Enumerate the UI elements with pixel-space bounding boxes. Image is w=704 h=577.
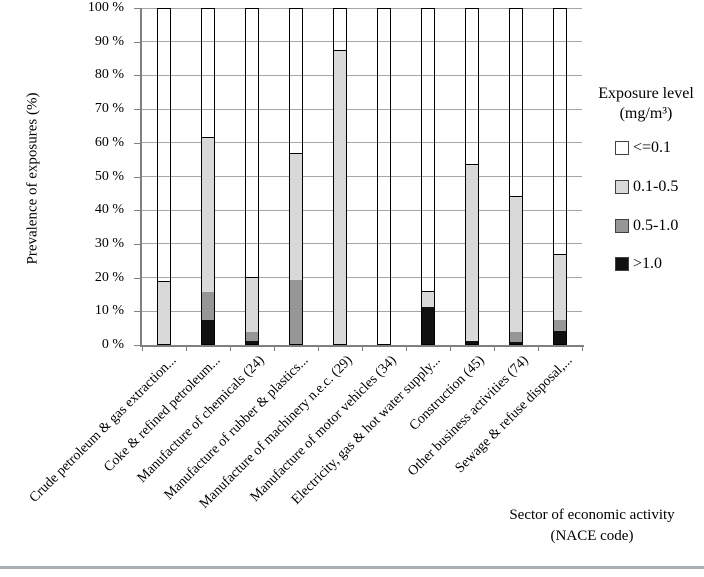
- plot-area: [142, 7, 582, 345]
- x-tickmark-4: [318, 347, 319, 351]
- bar-segment-0-1-0-5: [334, 49, 346, 344]
- legend-item-0-5-1-0: 0.5-1.0: [615, 218, 678, 234]
- y-tick-label-90: 90 %: [94, 33, 124, 49]
- bar-segment-0-1-0-5: [554, 253, 566, 321]
- bar-coke-refined-petroleum: [201, 8, 215, 345]
- y-tick-label-20: 20 %: [94, 269, 124, 285]
- y-tick-label-60: 60 %: [94, 134, 124, 150]
- x-axis-title-line1: Sector of economic activity: [509, 507, 675, 523]
- gridline-70pct: [142, 108, 582, 110]
- gridline-80pct: [142, 74, 582, 76]
- x-tickmark-2: [230, 347, 231, 351]
- x-tickmark-1: [186, 347, 187, 351]
- gridline-20pct: [142, 277, 582, 279]
- bar-segment-0-5-1-0: [554, 319, 566, 331]
- y-tickmark-80pct: [134, 75, 141, 77]
- gridline-10pct: [142, 310, 582, 312]
- y-tick-label-10: 10 %: [94, 303, 124, 319]
- y-tickmark-10pct: [134, 311, 141, 313]
- y-axis-title: Prevalence of exposures (%): [24, 92, 41, 265]
- y-tickmark-20pct: [134, 277, 141, 279]
- page-bottom-rule: [0, 566, 704, 569]
- bar-segment-0-1-0-5: [510, 196, 522, 333]
- x-tickmark-9: [538, 347, 539, 351]
- bar-segment-0-1-0-5: [202, 137, 214, 292]
- gridline-30pct: [142, 243, 582, 245]
- bar-segment-1-0: [422, 305, 434, 344]
- x-axis-title-line2: (NACE code): [550, 528, 634, 544]
- y-tickmark-70pct: [134, 109, 141, 111]
- y-tick-label-100: 100 %: [87, 0, 124, 15]
- y-tick-label-30: 30 %: [94, 235, 124, 251]
- x-tickmark-7: [450, 347, 451, 351]
- bar-segment-0-5-1-0: [510, 331, 522, 343]
- x-tickmark-10: [582, 347, 583, 351]
- bar-segment-0-1-0-5: [246, 277, 258, 333]
- legend-item-1-0: >1.0: [615, 256, 662, 272]
- y-tickmark-30pct: [134, 243, 141, 245]
- legend-title-line1: Exposure level: [598, 85, 694, 102]
- legend-label-0-1-0-5: 0.1-0.5: [633, 178, 679, 195]
- legend-label-0-1: <=0.1: [633, 139, 672, 156]
- y-tickmark-60pct: [134, 142, 141, 144]
- legend-swatch-0-1-0-5: [615, 180, 629, 194]
- y-tick-label-80: 80 %: [94, 67, 124, 83]
- y-axis-line: [140, 8, 142, 347]
- bar-crude-petroleum-gas-extraction: [157, 8, 171, 345]
- legend-swatch-0-5-1-0: [615, 219, 629, 233]
- y-tickmark-100pct: [134, 8, 141, 9]
- y-tickmark-50pct: [134, 176, 141, 178]
- legend-title: Exposure level (mg/m³): [588, 84, 704, 124]
- gridline-40pct: [142, 209, 582, 211]
- x-tickmark-8: [494, 347, 495, 351]
- y-tick-label-70: 70 %: [94, 101, 124, 117]
- y-tick-label-0: 0 %: [101, 337, 124, 352]
- legend-label-1-0: >1.0: [633, 255, 663, 272]
- x-axis-title: Sector of economic activity (NACE code): [482, 505, 702, 547]
- bar-electricity-gas-hot-water-supply: [421, 8, 435, 345]
- bar-segment-0-5-1-0: [290, 278, 302, 344]
- bar-segment-0-1-0-5: [422, 290, 434, 307]
- bar-manufacture-of-chemicals-24: [245, 8, 259, 345]
- bar-manufacture-of-motor-vehicles-34: [377, 8, 391, 345]
- y-tick-label-40: 40 %: [94, 202, 124, 218]
- y-tickmark-0pct: [134, 345, 141, 346]
- legend-swatch-0-1: [615, 141, 629, 155]
- bar-segment-1-0: [554, 329, 566, 344]
- legend: Exposure level (mg/m³) <=0.1 0.1-0.5 0.5-1…: [588, 84, 704, 272]
- bar-sewage-refuse-disposal: [553, 8, 567, 345]
- gridline-100pct: [142, 7, 582, 9]
- bar-segment-0-1-0-5: [466, 164, 478, 341]
- legend-item-0-1: <=0.1: [615, 140, 671, 156]
- bar-manufacture-of-machinery-n-e-c-29: [333, 8, 347, 345]
- bar-construction-45: [465, 8, 479, 345]
- legend-title-line2: (mg/m³): [619, 105, 673, 122]
- bar-segment-0-5-1-0: [202, 290, 214, 321]
- y-tickmark-40pct: [134, 210, 141, 212]
- bar-segment-0-1-0-5: [158, 280, 170, 344]
- gridline-60pct: [142, 142, 582, 144]
- legend-swatch-1-0: [615, 257, 629, 271]
- x-tickmark-6: [406, 347, 407, 351]
- x-tickmark-5: [362, 347, 363, 351]
- bar-segment-0-5-1-0: [246, 331, 258, 341]
- legend-item-0-1-0-5: 0.1-0.5: [615, 179, 678, 195]
- x-tickmark-3: [274, 347, 275, 351]
- bar-manufacture-of-rubber-plastics: [289, 8, 303, 345]
- bar-other-business-activities-74: [509, 8, 523, 345]
- x-axis-line: [140, 345, 584, 347]
- bar-segment-1-0: [202, 319, 214, 344]
- gridline-50pct: [142, 176, 582, 177]
- gridline-90pct: [142, 41, 582, 43]
- y-tickmark-90pct: [134, 41, 141, 43]
- legend-label-0-5-1-0: 0.5-1.0: [633, 217, 679, 234]
- x-tickmark-0: [142, 347, 143, 351]
- y-tick-label-50: 50 %: [94, 168, 124, 184]
- bar-segment-0-1-0-5: [290, 152, 302, 280]
